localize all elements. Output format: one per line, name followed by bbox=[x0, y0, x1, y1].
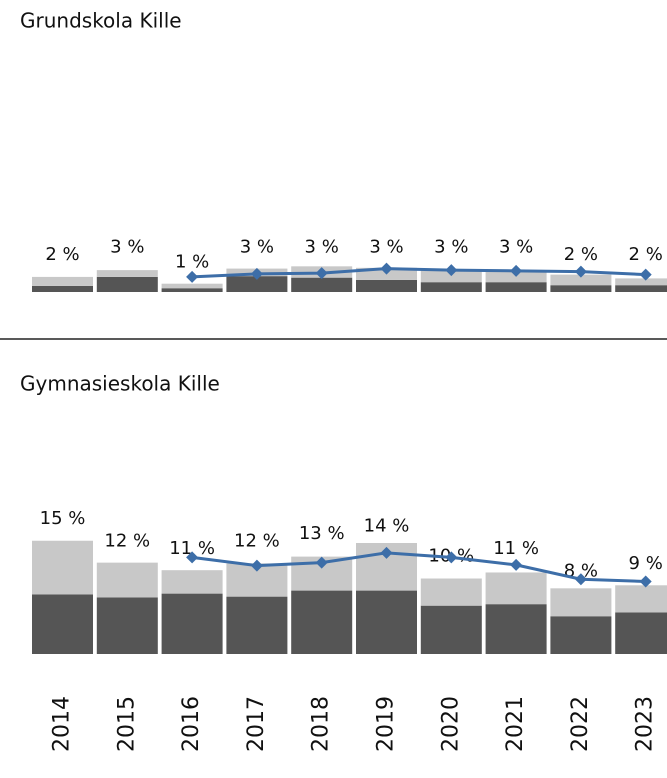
value-label: 3 % bbox=[240, 236, 274, 257]
value-label: 3 % bbox=[110, 236, 144, 257]
bar-segment bbox=[96, 597, 158, 654]
bar-segment bbox=[485, 572, 547, 605]
line-marker bbox=[250, 267, 263, 280]
bar-segment bbox=[32, 594, 93, 654]
bar-segment bbox=[32, 285, 93, 292]
line bbox=[192, 267, 646, 279]
line-marker bbox=[510, 264, 523, 277]
bar-segment bbox=[96, 562, 158, 598]
bar-segment bbox=[32, 540, 93, 595]
value-label: 11 % bbox=[493, 538, 539, 559]
value-label: 1 % bbox=[175, 251, 209, 272]
bar-segment bbox=[550, 274, 612, 286]
value-label: 3 % bbox=[305, 236, 339, 257]
bar-segment bbox=[226, 276, 288, 292]
line-marker bbox=[445, 264, 458, 277]
bar-segment bbox=[485, 604, 547, 654]
value-label: 15 % bbox=[40, 508, 86, 529]
line-marker bbox=[639, 575, 652, 588]
line-marker bbox=[186, 270, 199, 283]
bar-segment bbox=[291, 590, 353, 654]
bar-segment bbox=[615, 612, 667, 654]
bar-segment bbox=[161, 570, 223, 594]
x-tick-label: 2023 bbox=[633, 696, 658, 752]
line-marker bbox=[250, 559, 263, 572]
x-tick-label: 2014 bbox=[50, 696, 75, 752]
value-label: 3 % bbox=[434, 236, 468, 257]
line-marker bbox=[510, 558, 523, 571]
value-label: 3 % bbox=[369, 236, 403, 257]
bar-segment bbox=[550, 616, 612, 654]
bar-segment bbox=[420, 270, 482, 283]
bar-segment bbox=[420, 282, 482, 292]
bar-segment bbox=[161, 283, 223, 289]
line-marker bbox=[186, 551, 199, 564]
line-marker bbox=[315, 267, 328, 280]
bar-segment bbox=[96, 276, 158, 292]
value-label: 2 % bbox=[564, 244, 598, 265]
value-label: 13 % bbox=[299, 523, 345, 544]
bar-segment bbox=[291, 277, 353, 292]
line bbox=[191, 551, 646, 584]
value-label: 12 % bbox=[234, 530, 280, 551]
x-tick-label: 2017 bbox=[244, 696, 269, 752]
value-label: 3 % bbox=[499, 236, 533, 257]
line-marker bbox=[574, 573, 587, 586]
bar-segment bbox=[226, 596, 288, 654]
bar-segment bbox=[550, 588, 612, 617]
chart-title: Gymnasieskola Kille bbox=[20, 372, 220, 396]
x-tick-label: 2021 bbox=[503, 696, 528, 752]
value-label: 9 % bbox=[629, 553, 663, 574]
line-marker bbox=[639, 268, 652, 281]
x-tick-label: 2015 bbox=[114, 696, 139, 752]
bar-segment bbox=[32, 276, 93, 286]
value-label: 12 % bbox=[104, 530, 150, 551]
x-tick-label: 2022 bbox=[568, 696, 593, 752]
line-marker bbox=[445, 551, 458, 564]
bar-segment bbox=[356, 590, 417, 654]
line-marker bbox=[574, 265, 587, 278]
chart-title: Grundskola Kille bbox=[20, 9, 182, 33]
line-marker bbox=[380, 546, 393, 559]
bar-segment bbox=[356, 279, 417, 292]
line-marker bbox=[380, 262, 393, 275]
x-tick-label: 2019 bbox=[374, 696, 399, 752]
bar-segment bbox=[615, 278, 667, 286]
line-marker bbox=[315, 556, 328, 569]
bar-segment bbox=[485, 282, 547, 292]
bar-segment bbox=[161, 593, 223, 654]
bar-segment bbox=[615, 585, 667, 613]
value-label: 2 % bbox=[629, 244, 663, 265]
bar-segment bbox=[420, 605, 482, 654]
bar-segment bbox=[420, 578, 482, 606]
value-label: 2 % bbox=[45, 244, 79, 265]
bar-segment bbox=[550, 285, 612, 292]
bar-segment bbox=[161, 288, 223, 292]
bar-segment bbox=[615, 285, 667, 292]
value-label: 11 % bbox=[169, 538, 215, 559]
value-label: 14 % bbox=[364, 515, 410, 536]
bar-segment bbox=[96, 270, 158, 277]
x-tick-label: 2018 bbox=[309, 696, 334, 752]
x-tick-label: 2016 bbox=[179, 696, 204, 752]
x-tick-label: 2020 bbox=[438, 696, 463, 752]
